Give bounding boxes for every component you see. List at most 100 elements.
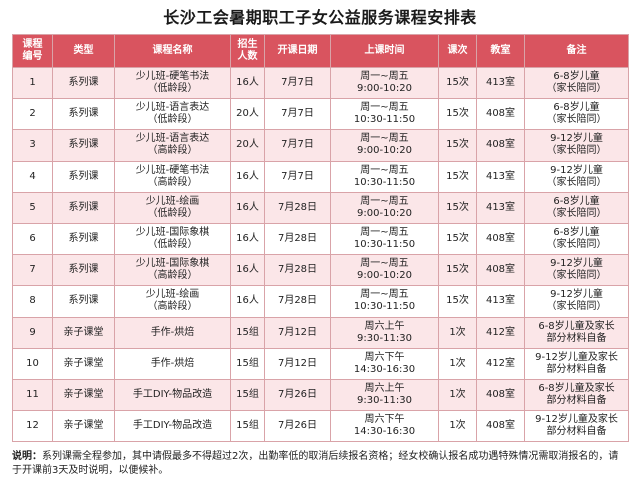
course-schedule-table: 课程 编号 类型 课程名称 招生 人数 开课日期 上课时间 课次 教室 备注 1…	[12, 34, 629, 443]
cell-remarks: 6-8岁儿童 （家长陪同）	[524, 66, 629, 100]
cell-course-number: 7	[12, 254, 53, 287]
cell-remarks: 9-12岁儿童 （家长陪同）	[524, 129, 629, 162]
cell-classroom: 413室	[476, 285, 525, 318]
cell-remarks: 6-8岁儿童及家长 部分材料自备	[524, 378, 629, 412]
cell-class-time: 周一~周五 9:00-10:20	[330, 129, 439, 162]
cell-enrollment: 15组	[230, 316, 265, 349]
header-classroom: 教室	[476, 34, 525, 68]
table-body: 1 系列课 少儿班-硬笔书法 （低龄段） 16人 7月7日 周一~周五 9:00-10:2…	[12, 66, 629, 443]
header-sessions: 课次	[438, 34, 477, 68]
cell-enrollment: 16人	[230, 222, 265, 256]
cell-classroom: 408室	[476, 410, 525, 443]
table-row: 4 系列课 少儿班-硬笔书法 （高龄段） 16人 7月7日 周一~周五 10:30-11:…	[12, 160, 629, 193]
cell-type: 亲子课堂	[52, 347, 115, 380]
cell-enrollment: 20人	[230, 129, 265, 162]
cell-course-number: 9	[12, 316, 53, 349]
cell-enrollment: 15组	[230, 378, 265, 412]
cell-course-name: 手作-烘焙	[114, 316, 231, 349]
note: 说明：系列课需全程参加，其中请假最多不得超过2次，出勤率低的取消后续报名资格；经…	[12, 450, 628, 478]
cell-class-time: 周一~周五 9:00-10:20	[330, 191, 439, 224]
cell-class-time: 周一~周五 9:00-10:20	[330, 254, 439, 287]
table-row: 5 系列课 少儿班-绘画 （低龄段） 16人 7月28日 周一~周五 9:00-10:20…	[12, 191, 629, 224]
cell-course-name: 少儿班-语言表达 （高龄段）	[114, 129, 231, 162]
cell-class-time: 周六下午 14:30-16:30	[330, 347, 439, 380]
cell-classroom: 408室	[476, 378, 525, 412]
cell-class-time: 周六下午 14:30-16:30	[330, 410, 439, 443]
cell-classroom: 412室	[476, 347, 525, 380]
cell-sessions: 1次	[438, 347, 477, 380]
cell-start-date: 7月7日	[264, 66, 331, 100]
cell-start-date: 7月7日	[264, 98, 331, 131]
cell-enrollment: 20人	[230, 98, 265, 131]
table-row: 9 亲子课堂 手作-烘焙 15组 7月12日 周六上午 9:30-11:30 1次 412室 6…	[12, 316, 629, 349]
cell-type: 亲子课堂	[52, 316, 115, 349]
cell-type: 亲子课堂	[52, 410, 115, 443]
cell-start-date: 7月28日	[264, 222, 331, 256]
cell-start-date: 7月7日	[264, 160, 331, 193]
cell-course-name: 少儿班-国际象棋 （高龄段）	[114, 254, 231, 287]
cell-start-date: 7月28日	[264, 254, 331, 287]
cell-type: 系列课	[52, 254, 115, 287]
table-row: 1 系列课 少儿班-硬笔书法 （低龄段） 16人 7月7日 周一~周五 9:00-10:2…	[12, 66, 629, 100]
cell-classroom: 408室	[476, 98, 525, 131]
cell-course-name: 手作-烘焙	[114, 347, 231, 380]
cell-course-name: 手工DIY-物品改造	[114, 410, 231, 443]
cell-classroom: 413室	[476, 66, 525, 100]
cell-remarks: 6-8岁儿童 （家长陪同）	[524, 98, 629, 131]
cell-type: 系列课	[52, 98, 115, 131]
cell-remarks: 6-8岁儿童及家长 部分材料自备	[524, 316, 629, 349]
cell-class-time: 周一~周五 10:30-11:50	[330, 222, 439, 256]
cell-enrollment: 15组	[230, 410, 265, 443]
cell-course-number: 4	[12, 160, 53, 193]
cell-course-name: 少儿班-语言表达 （低龄段）	[114, 98, 231, 131]
cell-class-time: 周一~周五 9:00-10:20	[330, 66, 439, 100]
cell-classroom: 408室	[476, 254, 525, 287]
cell-type: 系列课	[52, 191, 115, 224]
cell-type: 系列课	[52, 285, 115, 318]
cell-classroom: 413室	[476, 191, 525, 224]
cell-sessions: 15次	[438, 191, 477, 224]
cell-sessions: 15次	[438, 254, 477, 287]
table-row: 6 系列课 少儿班-国际象棋 （低龄段） 16人 7月28日 周一~周五 10:30-11…	[12, 222, 629, 256]
cell-start-date: 7月26日	[264, 378, 331, 412]
page-title: 长沙工会暑期职工子女公益服务课程安排表	[163, 8, 477, 27]
cell-remarks: 6-8岁儿童 （家长陪同）	[524, 191, 629, 224]
cell-sessions: 1次	[438, 410, 477, 443]
cell-course-number: 2	[12, 98, 53, 131]
cell-start-date: 7月12日	[264, 316, 331, 349]
cell-class-time: 周一~周五 10:30-11:50	[330, 98, 439, 131]
cell-course-name: 少儿班-硬笔书法 （高龄段）	[114, 160, 231, 193]
cell-classroom: 413室	[476, 160, 525, 193]
cell-type: 系列课	[52, 66, 115, 100]
cell-remarks: 9-12岁儿童 （家长陪同）	[524, 254, 629, 287]
header-course-number: 课程 编号	[12, 34, 53, 68]
cell-type: 系列课	[52, 222, 115, 256]
cell-class-time: 周一~周五 10:30-11:50	[330, 160, 439, 193]
cell-course-number: 12	[12, 410, 53, 443]
note-label: 说明：	[12, 451, 42, 462]
cell-enrollment: 16人	[230, 66, 265, 100]
table-row: 7 系列课 少儿班-国际象棋 （高龄段） 16人 7月28日 周一~周五 9:00-10:…	[12, 254, 629, 287]
cell-course-number: 10	[12, 347, 53, 380]
header-class-time: 上课时间	[330, 34, 439, 68]
header-start-date: 开课日期	[264, 34, 331, 68]
cell-start-date: 7月12日	[264, 347, 331, 380]
cell-classroom: 412室	[476, 316, 525, 349]
cell-course-name: 少儿班-绘画 （低龄段）	[114, 191, 231, 224]
cell-remarks: 6-8岁儿童 （家长陪同）	[524, 222, 629, 256]
cell-type: 系列课	[52, 160, 115, 193]
table-header-row: 课程 编号 类型 课程名称 招生 人数 开课日期 上课时间 课次 教室 备注	[12, 34, 629, 68]
cell-course-name: 少儿班-国际象棋 （低龄段）	[114, 222, 231, 256]
cell-start-date: 7月26日	[264, 410, 331, 443]
cell-start-date: 7月28日	[264, 285, 331, 318]
cell-sessions: 15次	[438, 129, 477, 162]
cell-start-date: 7月28日	[264, 191, 331, 224]
header-course-name: 课程名称	[114, 34, 231, 68]
cell-remarks: 9-12岁儿童及家长 部分材料自备	[524, 410, 629, 443]
cell-course-name: 手工DIY-物品改造	[114, 378, 231, 412]
cell-type: 亲子课堂	[52, 378, 115, 412]
cell-classroom: 408室	[476, 222, 525, 256]
cell-course-name: 少儿班-绘画 （高龄段）	[114, 285, 231, 318]
cell-enrollment: 16人	[230, 254, 265, 287]
cell-classroom: 408室	[476, 129, 525, 162]
